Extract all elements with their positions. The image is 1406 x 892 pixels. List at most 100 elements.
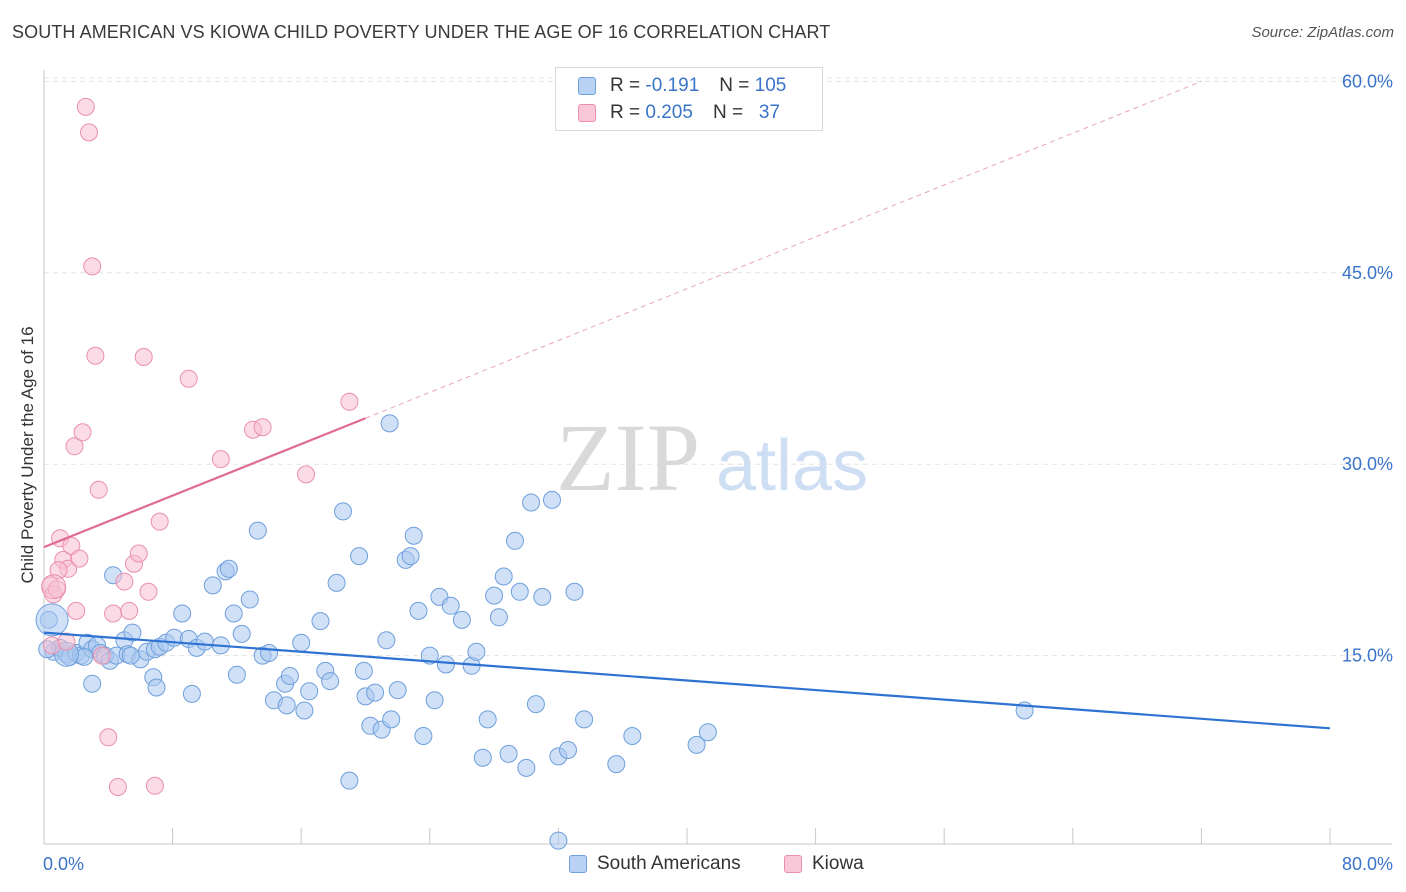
legend-row-south-americans: R = -0.191 N = 105 [578, 74, 786, 98]
kiowa-point-23 [129, 544, 148, 563]
watermark-zip: ZIP [556, 404, 700, 511]
south-americans-point-75 [494, 567, 513, 586]
legend-label: Kiowa [812, 853, 864, 874]
south-americans-point-53 [366, 683, 385, 702]
south-americans-point-39 [280, 667, 299, 685]
y-axis-label: Child Poverty Under the Age of 16 [18, 326, 37, 583]
kiowa-point-11 [76, 97, 95, 116]
south-americans-point-41 [295, 701, 314, 720]
trend-lines [43, 80, 1331, 730]
south-americans-point-63 [420, 646, 439, 665]
gridlines [44, 77, 1392, 657]
kiowa-point-20 [115, 572, 134, 591]
kiowa-point-35 [57, 632, 76, 651]
south-americans-point-30 [224, 604, 243, 623]
kiowa-point-9 [70, 549, 89, 568]
source-credit: Source: ZipAtlas.com [1251, 24, 1394, 41]
south-americans-point-38 [277, 696, 296, 715]
south-americans-point-68 [452, 610, 471, 629]
south-americans-point-83 [543, 490, 561, 509]
pink-swatch [578, 104, 596, 122]
legend-label: South Americans [597, 853, 741, 874]
south-americans-points [35, 414, 1034, 850]
south-americans-point-49 [350, 547, 369, 566]
y-tick-label-3: 60.0% [1342, 71, 1393, 91]
south-americans-point-48 [340, 771, 359, 790]
south-americans-point-73 [485, 586, 504, 605]
south-americans-point-70 [467, 642, 486, 661]
south-americans-point-60 [404, 526, 423, 545]
n-value: 105 [754, 75, 787, 96]
south-americans-point-25 [195, 632, 214, 651]
south-americans-point-74 [489, 608, 508, 627]
kiowa-point-25 [139, 582, 158, 601]
kiowa-point-12 [80, 123, 98, 142]
south-americans-point-42 [300, 682, 319, 701]
kiowa-point-10 [73, 423, 92, 442]
south-americans-point-35 [260, 644, 278, 662]
kiowa-point-17 [99, 728, 118, 747]
south-americans-point-99 [227, 665, 246, 684]
kiowa-point-14 [86, 346, 105, 365]
south-americans-point-81 [526, 695, 545, 714]
south-americans-point-62 [414, 727, 433, 745]
y-tick-label-1: 30.0% [1342, 454, 1393, 474]
legend-row-kiowa: R = 0.205 N = 37 [578, 101, 780, 125]
tick-labels: 15.0% 30.0% 45.0% 60.0% 0.0% 80.0% [43, 71, 1393, 874]
south-americans-point-87 [575, 710, 594, 729]
south-americans-point-46 [327, 573, 346, 592]
south-americans-point-82 [533, 587, 552, 606]
kiowa-point-31 [253, 418, 272, 437]
pink-swatch [784, 855, 802, 873]
kiowa-point-7 [65, 437, 84, 456]
kiowa-point-27 [150, 512, 169, 531]
south-americans-point-89 [623, 727, 642, 745]
kiowa-point-29 [211, 450, 230, 469]
south-americans-point-61 [409, 601, 428, 620]
south-americans-point-91 [698, 723, 717, 742]
south-americans-point-22 [173, 604, 192, 623]
zipatlas-watermark: ZIP atlas [556, 404, 868, 511]
south-americans-point-40 [292, 633, 311, 652]
kiowa-point-19 [108, 778, 127, 796]
y-tick-label-2: 45.0% [1342, 263, 1393, 283]
kiowa-cluster-0 [41, 574, 67, 600]
south-americans-point-47 [334, 502, 352, 521]
y-tick-label-0: 15.0% [1342, 646, 1393, 666]
south-americans-point-93 [549, 831, 568, 850]
kiowa-point-33 [340, 392, 359, 411]
south-americans-point-79 [517, 758, 536, 777]
n-label: N = [712, 102, 744, 123]
kiowa-point-6 [62, 536, 81, 555]
kiowa-point-16 [92, 646, 111, 665]
kiowa-point-8 [67, 601, 86, 620]
r-value: -0.191 [645, 75, 700, 96]
south-americans-point-90 [687, 735, 706, 754]
kiowa-trend-line [43, 417, 366, 549]
r-value: 0.205 [645, 102, 693, 123]
south-americans-point-43 [311, 612, 330, 631]
south-americans-point-85 [559, 741, 577, 759]
x-tick-label-1: 80.0% [1342, 854, 1393, 874]
kiowa-point-15 [89, 480, 108, 499]
r-label: R = [610, 102, 641, 123]
south-americans-point-72 [478, 710, 497, 729]
south-americans-point-64 [425, 691, 444, 710]
south-americans-cluster-0 [35, 603, 69, 637]
kiowa-point-21 [120, 601, 139, 620]
blue-swatch [578, 77, 596, 95]
chart-title: SOUTH AMERICAN VS KIOWA CHILD POVERTY UN… [12, 22, 831, 42]
legend-item-kiowa: Kiowa [784, 852, 864, 876]
x-tick-label-0: 0.0% [43, 854, 84, 874]
south-americans-point-103 [121, 646, 140, 665]
south-americans-trend-line [43, 631, 1331, 730]
south-americans-point-57 [388, 681, 407, 700]
correlation-legend: R = -0.191 N = 105 R = 0.205 N = 37 [555, 67, 823, 131]
axes [43, 70, 1392, 845]
south-americans-point-50 [354, 661, 373, 680]
kiowa-trend-extension [365, 80, 1202, 419]
south-americans-point-76 [499, 744, 518, 763]
watermark-atlas: atlas [716, 426, 868, 506]
south-americans-point-31 [232, 624, 251, 643]
